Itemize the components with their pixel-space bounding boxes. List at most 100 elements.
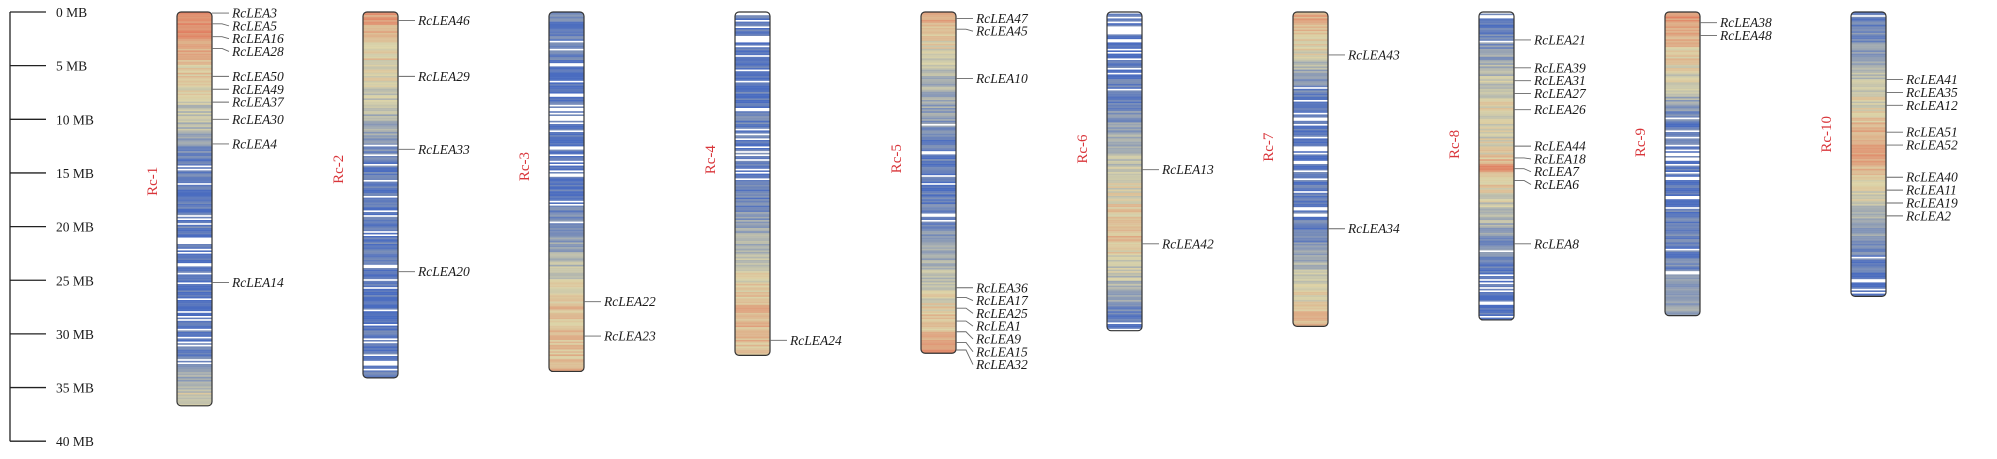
gene-label: RcLEA20 [417,264,470,279]
density-bands [921,12,956,354]
gene-label: RcLEA37 [231,95,285,110]
scale-bar: 0 MB 5 MB 10 MB 15 MB 20 MB 25 MB 30 MB 35 MB 40… [9,5,94,449]
gene-label: RcLEA48 [1719,28,1772,43]
chromosome-label: Rc-6 [1075,134,1091,164]
chromosome-outline [1478,11,1515,321]
density-bands [1851,12,1886,297]
gene-label: RcLEA6 [1533,177,1579,192]
gene-label: RcLEA34 [1347,221,1400,236]
scale-tick-label: 0 MB [56,5,87,20]
gene-label: RcLEA11 [1905,183,1957,198]
scale-tick-label: 5 MB [56,59,87,74]
gene-label: RcLEA38 [1719,15,1772,30]
scale-tick-label: 25 MB [56,273,94,288]
chromosome-rc-7: Rc-7 RcLEA43 RcLEA34 [1261,11,1400,327]
gene-leader-line [956,349,974,365]
scale-tick-label: 20 MB [56,220,94,235]
gene-label: RcLEA40 [1905,170,1958,185]
chromosome-label: Rc-10 [1819,116,1835,153]
gene-label: RcLEA46 [417,13,470,28]
gene-leader-line [1514,157,1532,160]
chromosome-rc-4: Rc-4 RcLEA24 [703,11,842,356]
gene-leader-line [1514,180,1532,185]
gene-label: RcLEA17 [975,293,1029,308]
chromosome-label: Rc-1 [145,167,161,196]
scale-tick-label: 35 MB [56,381,94,396]
gene-label: RcLEA27 [1533,86,1587,101]
gene-leader-line [212,48,230,52]
chromosome-outline [1850,11,1887,297]
density-bands [1479,12,1514,320]
gene-label: RcLEA39 [1533,60,1586,75]
chromosome-rc-3: Rc-3 RcLEA22 RcLEA23 [517,11,656,373]
chromosome-outline [920,11,957,354]
gene-label: RcLEA16 [231,31,284,46]
gene-label: RcLEA47 [975,11,1029,26]
chromosome-rc-6: Rc-6 RcLEA13 RcLEA42 [1075,11,1214,332]
density-bands [735,12,770,356]
gene-leader-line [956,307,974,314]
chromosome-label: Rc-5 [889,144,905,173]
gene-label: RcLEA4 [231,136,277,151]
gene-label: RcLEA7 [1533,164,1580,179]
gene-label: RcLEA29 [417,69,470,84]
gene-leader-line [212,23,230,27]
gene-label: RcLEA28 [231,44,284,59]
gene-label: RcLEA18 [1533,151,1586,166]
chromosome-label: Rc-9 [1633,128,1649,157]
chromosome-outline [548,11,585,373]
scale-tick-label: 15 MB [56,166,94,181]
density-bands [1107,12,1142,331]
scale-tick-label: 40 MB [56,434,94,449]
gene-label: RcLEA8 [1533,236,1579,251]
gene-leader-line [956,296,974,301]
chromosome-outline [1106,11,1143,332]
gene-label: RcLEA25 [975,306,1028,321]
chromosome-outline [1664,11,1701,317]
gene-label: RcLEA22 [603,294,656,309]
density-bands [1293,12,1328,327]
gene-leader-line [956,28,974,32]
gene-label: RcLEA30 [231,112,284,127]
chromosome-rc-2: Rc-2 RcLEA46 RcLEA29 RcLEA33 RcLEA20 [331,11,470,379]
chromosome-label: Rc-8 [1447,130,1463,159]
gene-label: RcLEA2 [1905,208,1951,223]
gene-leader-line [212,36,230,40]
chromosome-outline [734,11,771,356]
gene-label: RcLEA32 [975,357,1028,372]
gene-label: RcLEA42 [1161,236,1214,251]
density-bands [549,12,584,372]
gene-label: RcLEA19 [1905,195,1958,210]
chromosome-outline [1292,11,1329,327]
gene-label: RcLEA52 [1905,138,1958,153]
chromosome-label: Rc-2 [331,155,347,184]
gene-leader-line [956,342,974,353]
density-bands [177,12,212,406]
gene-label: RcLEA24 [789,333,842,348]
gene-label: RcLEA43 [1347,47,1400,62]
gene-label: RcLEA10 [975,71,1028,86]
gene-label: RcLEA21 [1533,32,1586,47]
chromosome-rc-5: Rc-5RcLEA47RcLEA45RcLEA10RcLEA36RcLEA17R… [889,11,1029,372]
gene-label: RcLEA51 [1905,125,1958,140]
gene-label: RcLEA50 [231,69,284,84]
chromosome-label: Rc-3 [517,152,533,181]
scale-tick-label: 10 MB [56,112,94,127]
gene-leader-line [956,320,974,327]
gene-label: RcLEA49 [231,82,284,97]
gene-label: RcLEA26 [1533,102,1586,117]
chromosome-rc-1: Rc-1RcLEA3RcLEA5RcLEA16RcLEA28RcLEA50RcL… [145,6,285,407]
gene-label: RcLEA41 [1905,72,1958,87]
gene-leader-line [1514,168,1532,173]
gene-label: RcLEA9 [975,331,1021,346]
density-bands [1665,12,1700,316]
gene-leader-line [956,331,974,340]
scale-tick-label: 30 MB [56,327,94,342]
gene-label: RcLEA3 [231,6,277,21]
chromosome-label: Rc-4 [703,145,719,175]
gene-label: RcLEA12 [1905,98,1958,113]
